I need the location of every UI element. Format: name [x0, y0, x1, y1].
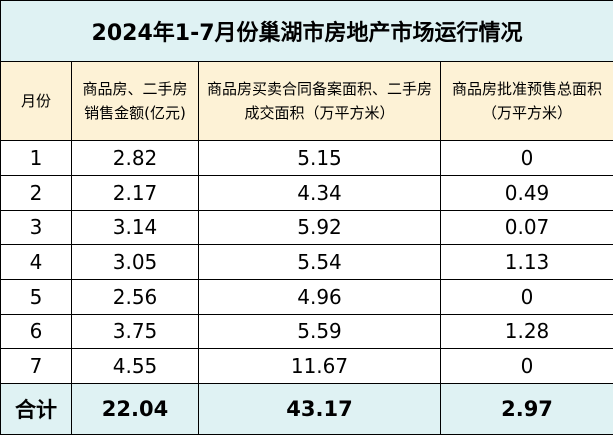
data-row: 6 3.75 5.59 1.28	[0, 313, 613, 350]
cell: 2.97	[439, 382, 613, 435]
title-row: 2024年1-7月份巢湖市房地产市场运行情况	[0, 0, 613, 63]
data-row: 3 3.14 5.92 0.07	[0, 209, 613, 246]
cell: 2	[0, 175, 72, 211]
data-row: 5 2.56 4.96 0	[0, 278, 613, 315]
cell: 5.92	[198, 209, 441, 246]
header-cell: 商品房批准预售总面积（万平方米）	[439, 61, 613, 142]
cell: 2.17	[71, 175, 199, 211]
cell: 3.75	[71, 313, 199, 350]
cell: 3.05	[71, 244, 199, 280]
cell: 6	[0, 313, 72, 350]
cell: 0	[439, 348, 613, 384]
cell: 4.34	[198, 175, 441, 211]
cell: 4	[0, 244, 72, 280]
cell: 2.56	[71, 278, 199, 315]
data-row: 4 3.05 5.54 1.13	[0, 244, 613, 280]
cell: 5	[0, 278, 72, 315]
cell: 4.55	[71, 348, 199, 384]
cell: 3	[0, 209, 72, 246]
title: 2024年1-7月份巢湖市房地产市场运行情况	[0, 0, 613, 63]
header-row: 月份 商品房、二手房销售金额(亿元) 商品房买卖合同备案面积、二手房成交面积（万…	[0, 61, 613, 142]
data-row: 2 2.17 4.34 0.49	[0, 175, 613, 211]
cell: 2.82	[71, 140, 199, 177]
cell: 3.14	[71, 209, 199, 246]
cell: 1	[0, 140, 72, 177]
header-cell: 商品房、二手房销售金额(亿元)	[71, 61, 199, 142]
header-text: 月份	[20, 92, 51, 111]
cell: 22.04	[71, 382, 199, 435]
cell: 7	[0, 348, 72, 384]
cell: 0.07	[439, 209, 613, 246]
cell: 43.17	[198, 382, 441, 435]
data-row: 1 2.82 5.15 0	[0, 140, 613, 177]
cell: 1.28	[439, 313, 613, 350]
cell: 5.15	[198, 140, 441, 177]
data-row: 7 4.55 11.67 0	[0, 348, 613, 384]
header-text: 商品房买卖合同备案面积、二手房成交面积（万平方米）	[206, 80, 432, 123]
cell: 1.13	[439, 244, 613, 280]
header-cell: 月份	[0, 61, 72, 142]
cell: 0	[439, 278, 613, 315]
cell: 11.67	[198, 348, 441, 384]
cell: 5.59	[198, 313, 441, 350]
header-text: 商品房、二手房销售金额(亿元)	[82, 80, 188, 123]
cell: 合计	[0, 382, 72, 435]
total-row: 合计 22.04 43.17 2.97	[0, 382, 613, 435]
header-cell: 商品房买卖合同备案面积、二手房成交面积（万平方米）	[198, 61, 441, 142]
cell: 4.96	[198, 278, 441, 315]
header-text: 商品房批准预售总面积（万平方米）	[452, 80, 603, 123]
cell: 0	[439, 140, 613, 177]
cell: 5.54	[198, 244, 441, 280]
cell: 0.49	[439, 175, 613, 211]
